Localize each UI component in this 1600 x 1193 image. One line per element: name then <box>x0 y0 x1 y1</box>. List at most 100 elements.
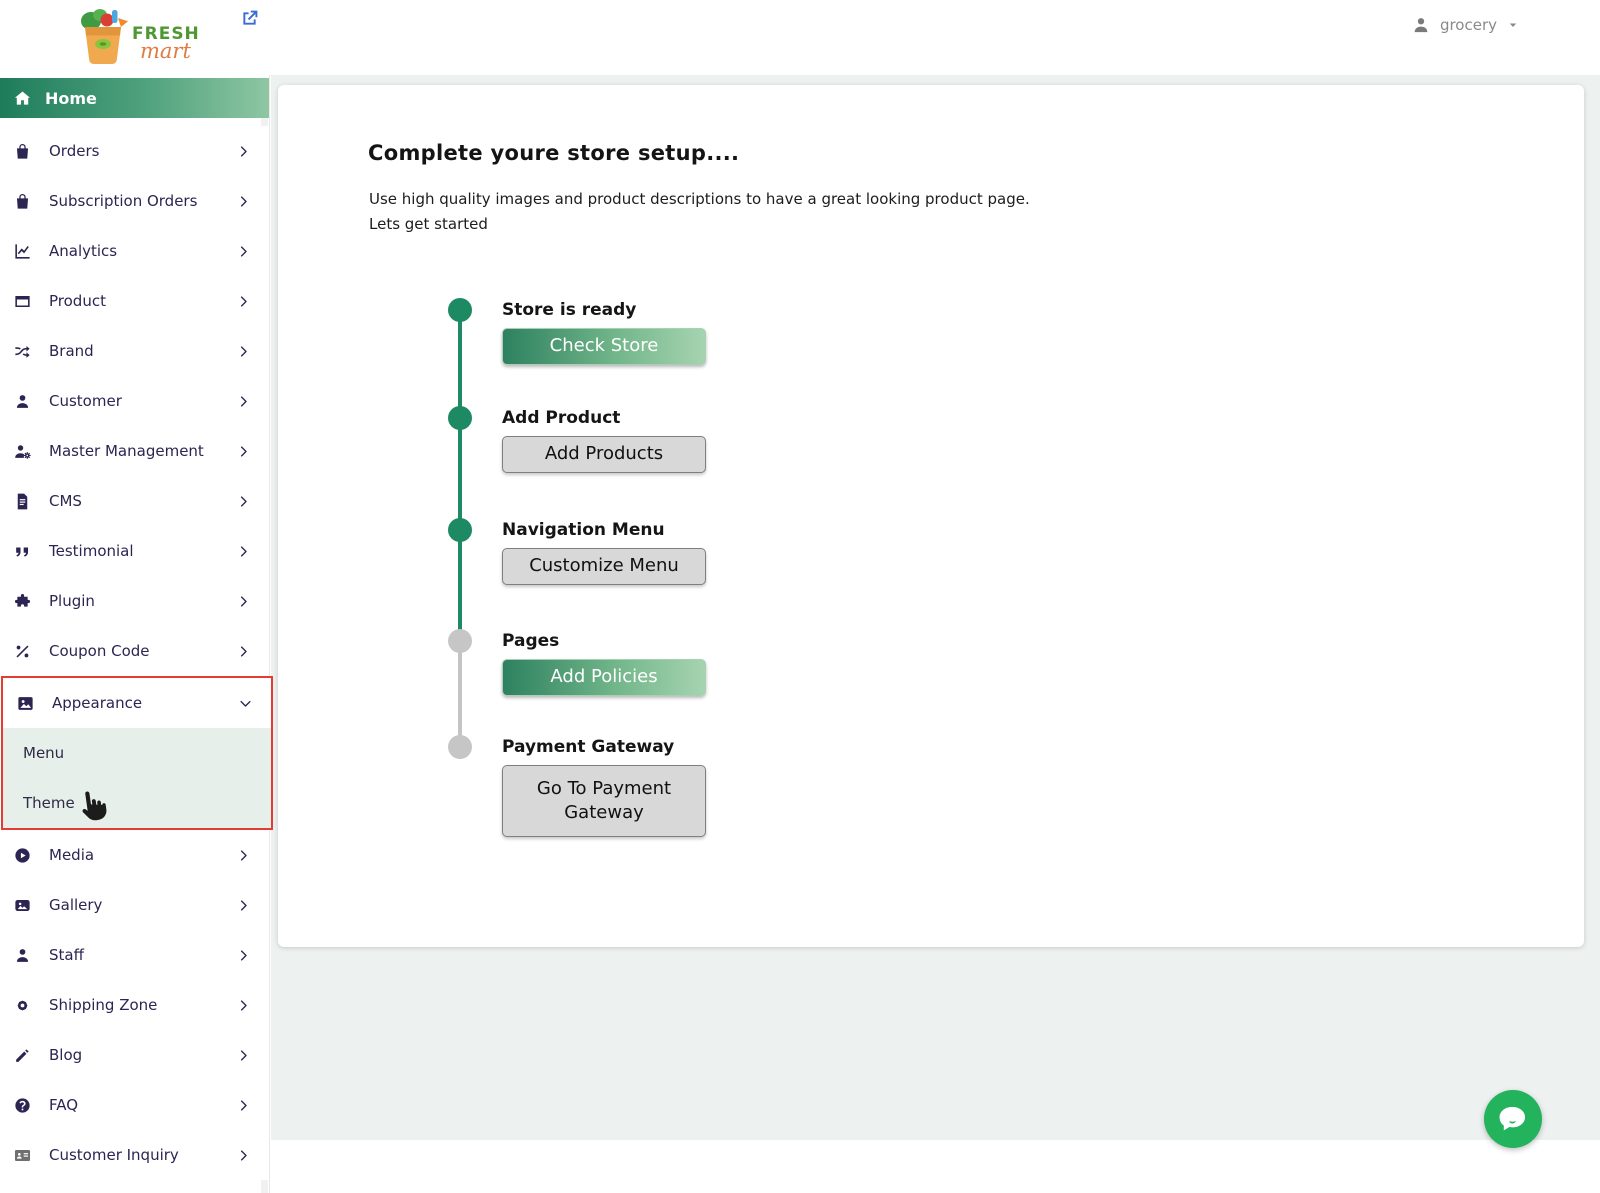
gear-icon <box>12 996 32 1015</box>
step-label-add-product: Add Product <box>502 408 621 428</box>
chevron-right-icon <box>236 948 251 963</box>
chevron-right-icon <box>236 294 251 309</box>
step-dot <box>448 406 472 430</box>
timeline-line-pending <box>458 641 462 747</box>
brand-logo: FRESH mart <box>76 6 200 68</box>
caret-down-icon <box>1506 18 1520 32</box>
chevron-right-icon <box>236 194 251 209</box>
sidebar-item-subscription-orders[interactable]: Subscription Orders <box>0 176 269 226</box>
image-icon <box>15 694 35 713</box>
quote-icon <box>12 542 32 561</box>
chat-bubble-icon <box>1499 1106 1526 1131</box>
customize-menu-button[interactable]: Customize Menu <box>502 548 706 585</box>
sidebar-item-analytics[interactable]: Analytics <box>0 226 269 276</box>
sidebar-nav-top: Orders Subscription Orders Analytics Produc… <box>0 126 269 676</box>
chevron-right-icon <box>236 898 251 913</box>
chevron-right-icon <box>236 848 251 863</box>
sidebar-item-shipping-zone[interactable]: Shipping Zone <box>0 980 269 1030</box>
sidebar-item-label: Subscription Orders <box>49 192 198 210</box>
person-icon <box>1411 15 1431 35</box>
sidebar-item-label: Master Management <box>49 442 204 460</box>
sidebar-item-master-management[interactable]: Master Management <box>0 426 269 476</box>
sidebar-item-product[interactable]: Product <box>0 276 269 326</box>
sidebar-item-label: Customer Inquiry <box>49 1146 179 1164</box>
sidebar-item-home[interactable]: Home <box>0 78 269 118</box>
submenu-item-label: Menu <box>23 744 65 762</box>
chevron-right-icon <box>236 644 251 659</box>
step-label-navigation-menu: Navigation Menu <box>502 520 665 540</box>
puzzle-icon <box>12 592 32 611</box>
chevron-right-icon <box>236 444 251 459</box>
chart-icon <box>12 242 32 261</box>
sidebar-item-testimonial[interactable]: Testimonial <box>0 526 269 576</box>
chevron-right-icon <box>236 344 251 359</box>
sidebar-item-media[interactable]: Media <box>0 830 269 880</box>
shuffle-icon <box>12 342 32 361</box>
sidebar-item-label: Coupon Code <box>49 642 150 660</box>
chevron-right-icon <box>236 394 251 409</box>
chevron-right-icon <box>236 1048 251 1063</box>
contact-card-icon <box>12 1146 32 1165</box>
sidebar-subitem-theme[interactable]: Theme <box>3 778 271 828</box>
brand-name-top: FRESH <box>132 24 200 44</box>
chevron-right-icon <box>236 494 251 509</box>
person-icon <box>12 946 32 965</box>
sidebar-item-coupon-code[interactable]: Coupon Code <box>0 626 269 676</box>
sidebar-item-appearance[interactable]: Appearance <box>3 678 271 728</box>
play-circle-icon <box>12 846 32 865</box>
sidebar-item-brand[interactable]: Brand <box>0 326 269 376</box>
sidebar-item-customer[interactable]: Customer <box>0 376 269 426</box>
chat-bubble-button[interactable] <box>1484 1090 1542 1148</box>
step-dot <box>448 518 472 542</box>
step-label-pages: Pages <box>502 631 560 651</box>
sidebar-item-orders[interactable]: Orders <box>0 126 269 176</box>
appearance-group-highlight: Appearance Menu Theme <box>1 676 273 830</box>
sidebar-item-label: Staff <box>49 946 84 964</box>
add-products-button[interactable]: Add Products <box>502 436 706 473</box>
setup-timeline: Store is ready Add Product Navigation Me… <box>278 298 1584 858</box>
user-menu[interactable]: grocery <box>1411 15 1520 35</box>
person-icon <box>12 392 32 411</box>
sidebar-item-label: Gallery <box>49 896 103 914</box>
sidebar-item-label: Brand <box>49 342 94 360</box>
external-link-icon[interactable] <box>239 8 260 29</box>
page-title: Complete youre store setup.... <box>368 141 740 165</box>
step-dot <box>448 629 472 653</box>
brand-name-bottom: mart <box>140 39 191 63</box>
sidebar-item-label: Analytics <box>49 242 118 260</box>
step-dot <box>448 298 472 322</box>
sidebar-nav-bottom: Media Gallery Staff Shipping Zone Blog FAQ Cus… <box>0 830 269 1180</box>
store-setup-card: Complete youre store setup.... Use high … <box>278 85 1584 947</box>
sidebar-item-label: Home <box>45 88 97 108</box>
sidebar-item-label: Appearance <box>52 694 143 712</box>
topbar: FRESH mart grocery <box>0 0 1600 75</box>
sidebar-subitem-menu[interactable]: Menu <box>3 728 271 778</box>
bag-icon <box>12 192 32 211</box>
sidebar-item-label: Customer <box>49 392 122 410</box>
sidebar-item-label: Shipping Zone <box>49 996 158 1014</box>
check-store-button[interactable]: Check Store <box>502 328 706 365</box>
card-icon <box>12 292 32 311</box>
main-content: Complete youre store setup.... Use high … <box>271 75 1600 1140</box>
sidebar-item-label: CMS <box>49 492 82 510</box>
document-icon <box>12 492 32 511</box>
step-label-payment-gateway: Payment Gateway <box>502 737 675 757</box>
sidebar-item-cms[interactable]: CMS <box>0 476 269 526</box>
gallery-icon <box>12 896 32 915</box>
sidebar-item-customer-inquiry[interactable]: Customer Inquiry <box>0 1130 269 1180</box>
sidebar-item-plugin[interactable]: Plugin <box>0 576 269 626</box>
go-to-payment-gateway-button[interactable]: Go To Payment Gateway <box>502 765 706 837</box>
sidebar-item-faq[interactable]: FAQ <box>0 1080 269 1130</box>
sidebar-item-staff[interactable]: Staff <box>0 930 269 980</box>
chevron-right-icon <box>236 1098 251 1113</box>
submenu-item-label: Theme <box>23 794 75 812</box>
subtitle-line1: Use high quality images and product desc… <box>369 190 1030 208</box>
sidebar-item-gallery[interactable]: Gallery <box>0 880 269 930</box>
chevron-right-icon <box>236 544 251 559</box>
person-gear-icon <box>12 442 32 461</box>
brand-text: FRESH mart <box>132 26 200 62</box>
sidebar-item-blog[interactable]: Blog <box>0 1030 269 1080</box>
add-policies-button[interactable]: Add Policies <box>502 659 706 696</box>
house-icon <box>13 89 45 108</box>
